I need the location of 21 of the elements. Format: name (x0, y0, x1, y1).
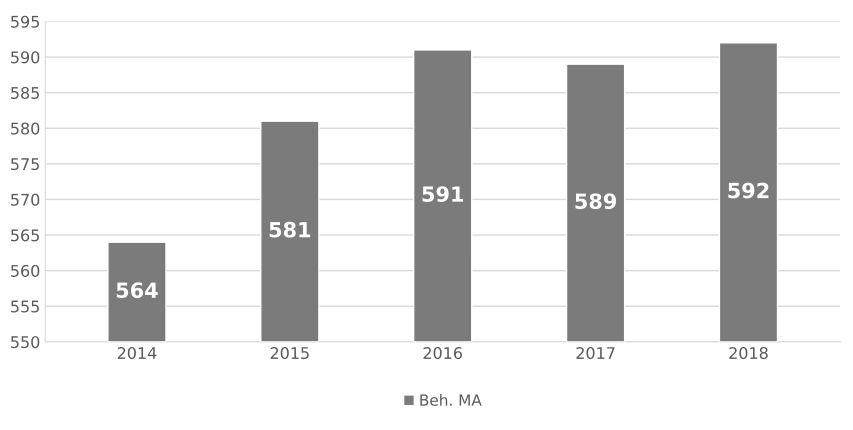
y-tick-label: 565 (11, 229, 39, 242)
x-tick-label: 2016 (424, 346, 462, 360)
x-tick-label: 2018 (729, 346, 768, 360)
y-tick-label: 595 (11, 16, 39, 28)
y-tick-label: 575 (11, 158, 39, 170)
data-label: 589 (575, 193, 616, 210)
x-tick-label: 2014 (118, 346, 156, 360)
y-tick-label: 590 (11, 51, 40, 64)
data-label: 564 (116, 282, 158, 298)
legend-label: Beh. MA (420, 394, 482, 406)
data-label: 591 (422, 186, 464, 202)
y-tick-label: 570 (11, 194, 40, 206)
y-tick-label: 585 (11, 86, 39, 99)
y-tick-label: 555 (11, 300, 39, 313)
y-tick-label: 550 (11, 336, 40, 348)
data-label: 592 (728, 182, 768, 198)
x-tick-label: 2015 (270, 346, 309, 360)
x-tick-label: 2017 (576, 346, 615, 360)
y-tick-label: 580 (11, 122, 40, 135)
y-tick-label: 560 (11, 264, 40, 277)
data-label: 581 (270, 222, 310, 238)
